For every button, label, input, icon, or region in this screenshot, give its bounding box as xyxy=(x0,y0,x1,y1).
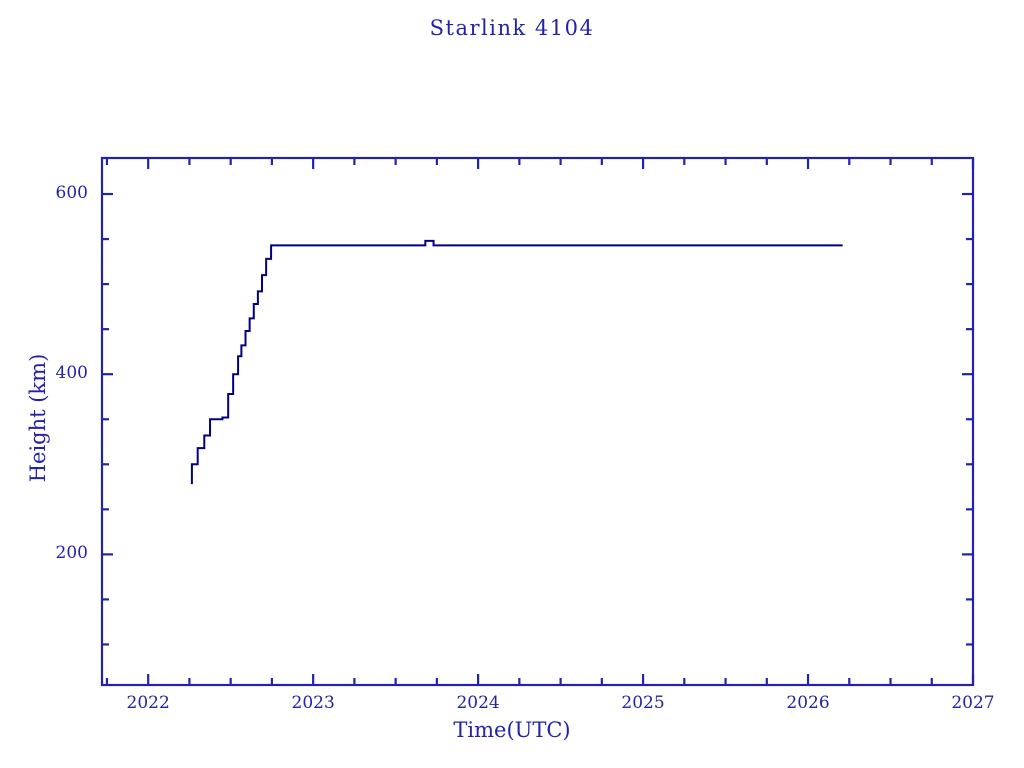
x-axis-tick-label: 2024 xyxy=(456,693,500,713)
x-axis-tick-label: 2025 xyxy=(621,693,665,713)
plot-frame xyxy=(100,156,975,687)
x-axis-tick-label: 2023 xyxy=(291,693,335,713)
y-axis-tick-label: 600 xyxy=(55,183,88,204)
x-axis-tick-label: 2026 xyxy=(786,693,830,713)
x-axis-tick-label: 2027 xyxy=(951,693,995,713)
x-axis-label: Time(UTC) xyxy=(453,718,571,742)
chart-title: Starlink 4104 xyxy=(429,16,595,40)
y-axis-tick-label: 200 xyxy=(55,543,88,564)
data-series-line xyxy=(190,239,843,485)
x-axis-tick-label: 2022 xyxy=(126,693,170,713)
y-axis-tick-label: 400 xyxy=(55,363,88,384)
